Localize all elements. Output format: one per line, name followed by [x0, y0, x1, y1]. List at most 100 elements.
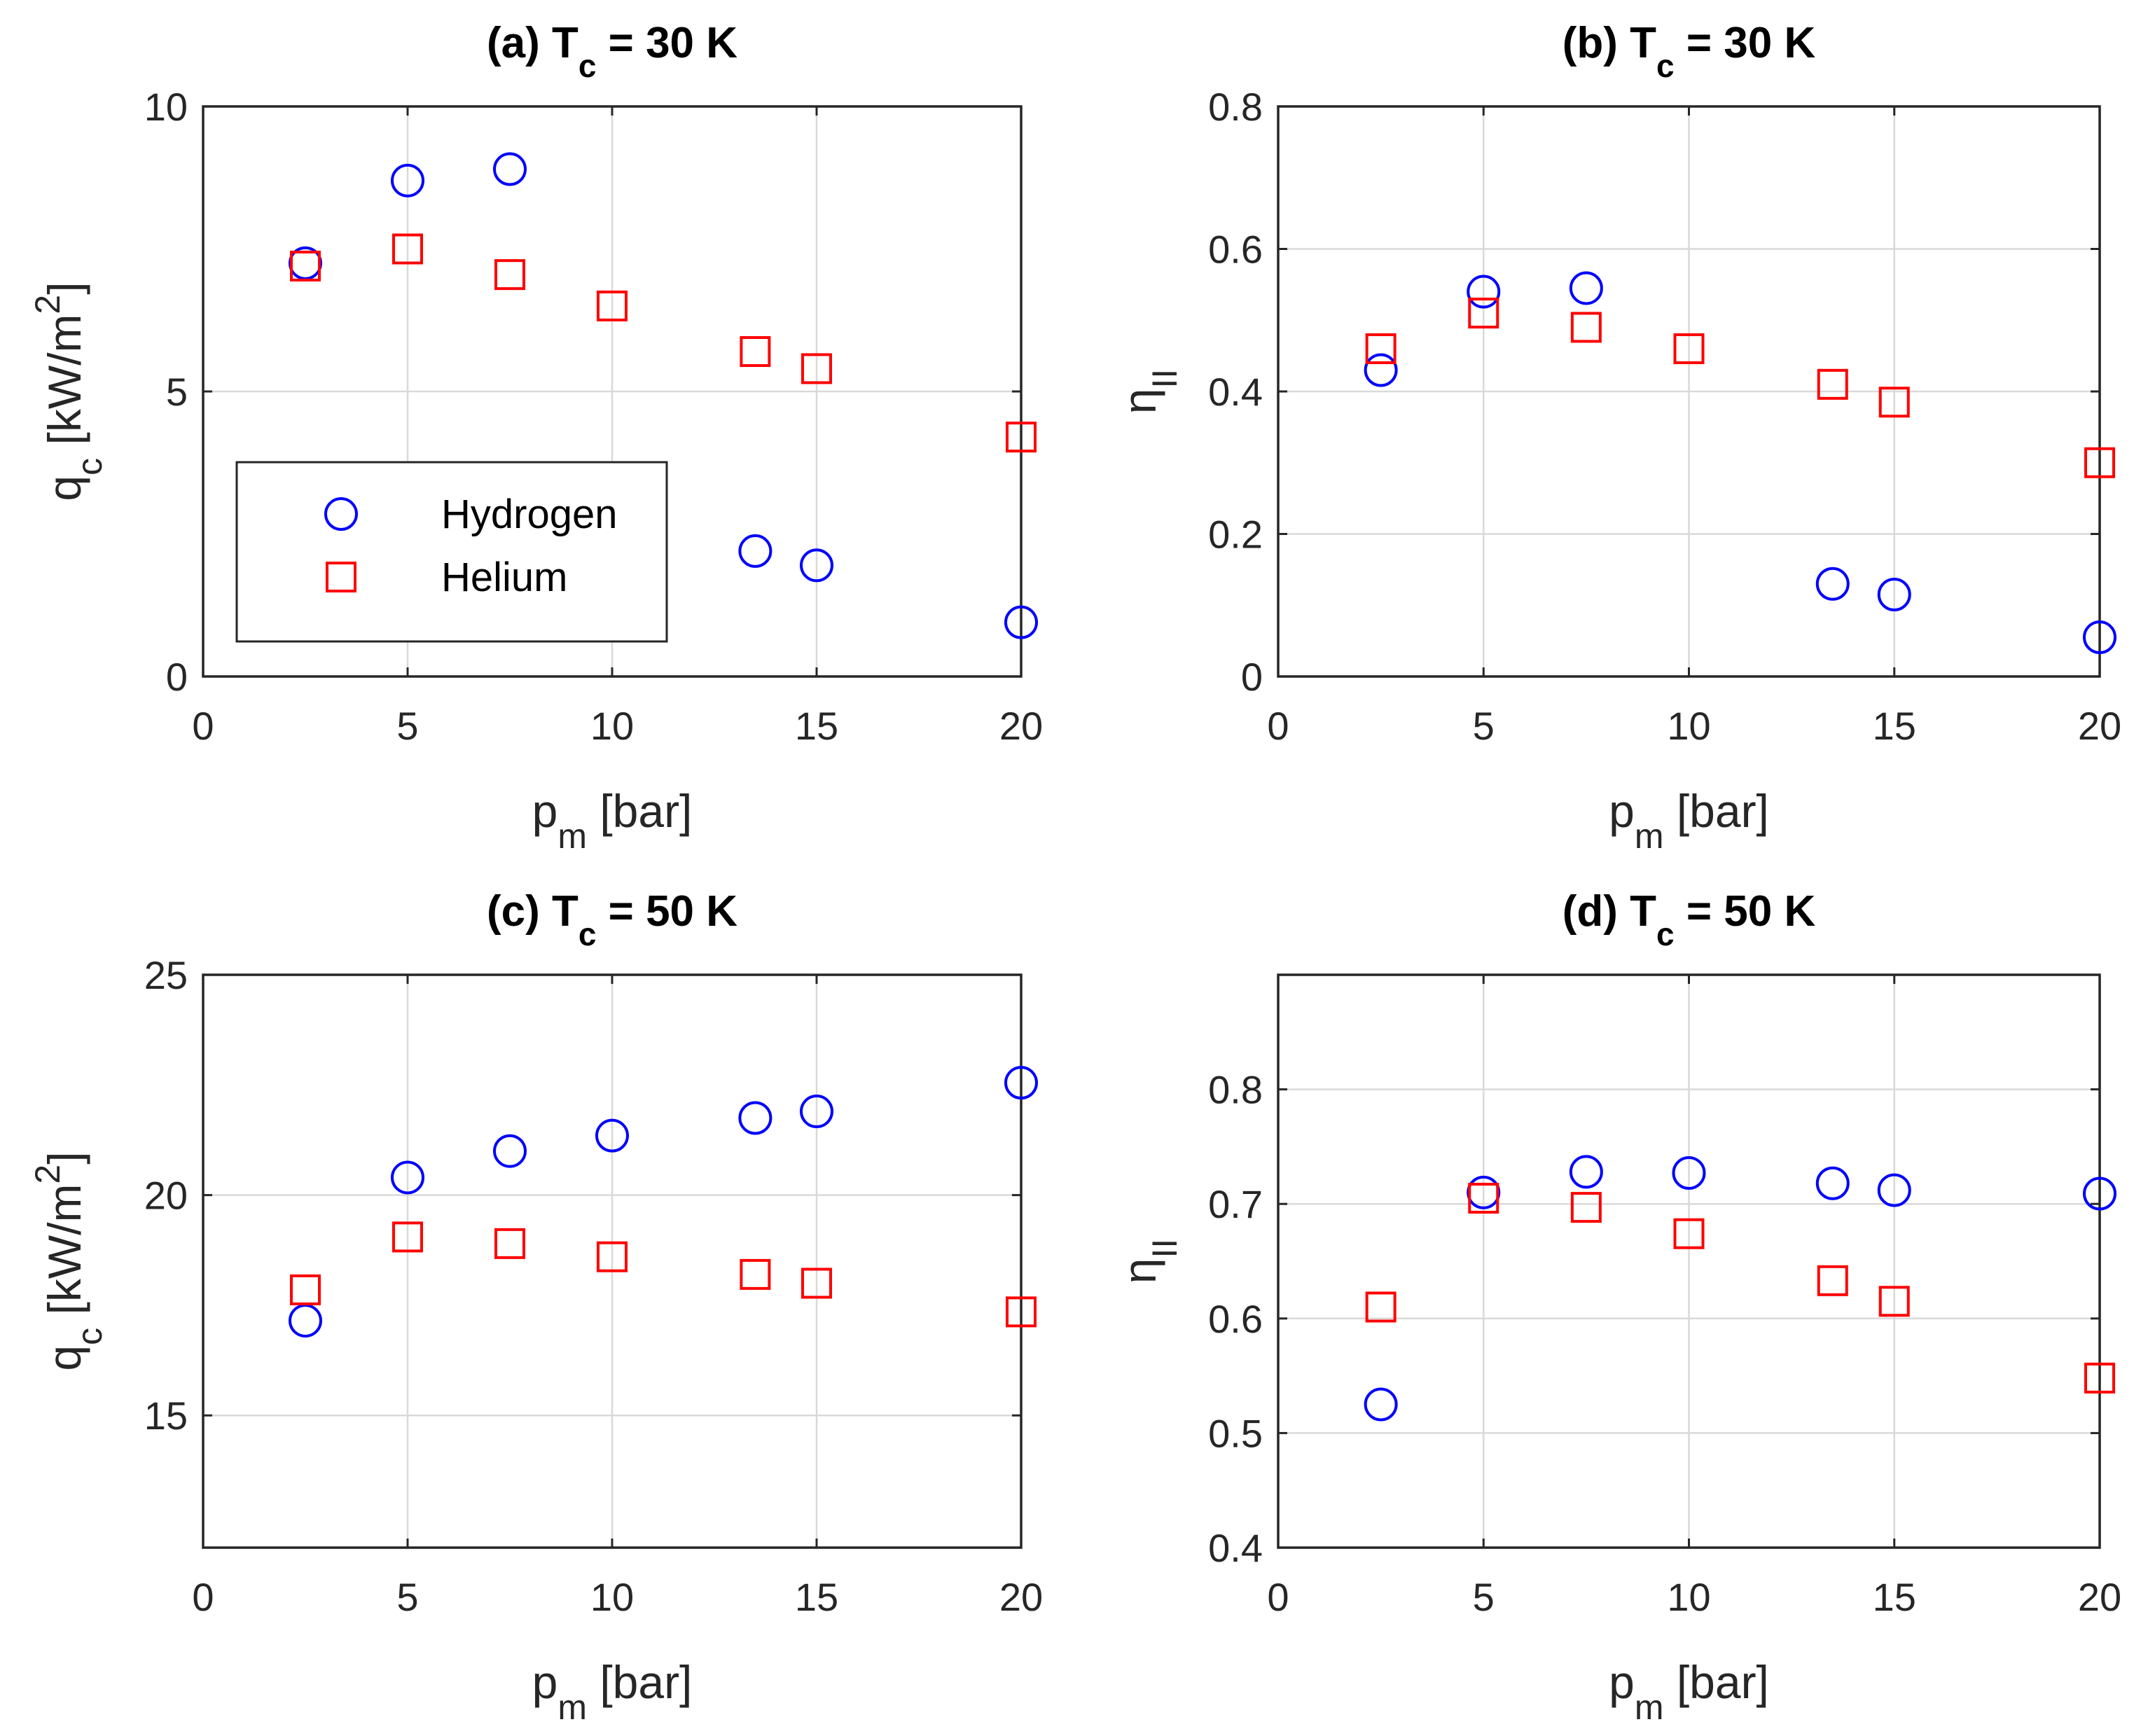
series-helium	[290, 1221, 1037, 1328]
x-tick-label: 15	[795, 1575, 838, 1619]
series-helium	[1365, 1183, 2115, 1394]
chart-title: (a) Tc = 30 K	[487, 19, 737, 84]
data-point-helium	[1673, 333, 1705, 364]
data-point-hydrogen	[391, 163, 424, 197]
data-point-helium	[1468, 1183, 1499, 1214]
data-point-helium	[1673, 1218, 1705, 1249]
y-tick-label: 0.5	[1208, 1411, 1263, 1455]
data-point-helium	[1878, 1286, 1910, 1317]
data-point-hydrogen	[493, 1134, 527, 1168]
x-tick-label: 20	[999, 704, 1043, 748]
data-point-helium	[290, 1274, 321, 1305]
data-point-helium	[392, 233, 423, 265]
x-tick-label: 10	[1667, 1575, 1710, 1619]
x-tick-label: 0	[192, 704, 214, 748]
y-tick-label: 0.2	[1208, 513, 1263, 557]
chart-panel-a: 0 5 10 15 20 0 5 10 (a) Tc = 30 K pm [bar] qc [kW/…	[28, 19, 1043, 856]
y-tick-label: 25	[144, 953, 188, 997]
series-helium	[1365, 298, 2115, 478]
y-axis-label: qc [kW/m2]	[28, 1151, 109, 1370]
x-tick-label: 5	[1473, 704, 1495, 748]
chart-title: (c) Tc = 50 K	[487, 887, 737, 952]
data-point-helium	[494, 259, 525, 291]
y-tick-label: 5	[166, 370, 188, 414]
x-tick-label: 5	[396, 1575, 418, 1619]
y-tick-label: 0	[1241, 655, 1263, 699]
data-point-hydrogen	[800, 548, 833, 583]
x-axis-label: pm [bar]	[1609, 785, 1769, 856]
data-point-hydrogen	[391, 1160, 424, 1195]
data-point-helium	[290, 250, 321, 282]
data-point-hydrogen	[1467, 275, 1501, 309]
data-point-helium	[801, 353, 832, 384]
data-point-helium	[1468, 298, 1499, 329]
x-tick-label: 5	[396, 704, 418, 748]
data-point-helium	[1006, 1296, 1037, 1328]
data-point-hydrogen	[1364, 353, 1398, 387]
y-axis-label: ηII	[1114, 1239, 1184, 1284]
data-point-hydrogen	[1815, 567, 1850, 601]
x-axis-label: pm [bar]	[1609, 1656, 1769, 1727]
x-axis-label: pm [bar]	[532, 1656, 693, 1727]
x-tick-label: 10	[590, 704, 634, 748]
data-point-helium	[1570, 1192, 1602, 1223]
data-point-helium	[1365, 1291, 1397, 1323]
data-point-helium	[1570, 312, 1602, 343]
y-tick-label: 0.7	[1208, 1182, 1263, 1226]
series-hydrogen	[289, 1066, 1038, 1338]
chart-title: (b) Tc = 30 K	[1563, 19, 1816, 84]
data-point-helium	[2084, 447, 2115, 478]
data-point-hydrogen	[2083, 620, 2116, 655]
data-point-hydrogen	[1569, 1155, 1603, 1189]
x-tick-label: 20	[2078, 1575, 2121, 1619]
data-point-hydrogen	[1815, 1166, 1850, 1200]
data-point-hydrogen	[1672, 1156, 1706, 1190]
data-point-hydrogen	[1877, 1173, 1911, 1207]
y-axis-label: ηII	[1114, 369, 1184, 415]
data-point-helium	[1878, 387, 1910, 418]
x-tick-label: 20	[2078, 704, 2121, 748]
y-axis-label: qc [kW/m2]	[28, 282, 109, 501]
series-helium	[290, 233, 1037, 453]
legend: Hydrogen Helium	[235, 461, 668, 643]
x-tick-label: 15	[1873, 704, 1916, 748]
data-point-hydrogen	[1364, 1387, 1398, 1422]
legend-box	[235, 461, 668, 643]
data-point-hydrogen	[1877, 577, 1911, 611]
chart-panel-c: 0 5 10 15 20 15 20 25 (c) Tc = 50 K pm [bar] qc [k…	[28, 887, 1043, 1727]
data-point-helium	[801, 1268, 832, 1299]
y-tick-label: 10	[144, 85, 188, 129]
y-tick-label: 0.6	[1208, 1297, 1263, 1341]
data-point-helium	[494, 1228, 525, 1259]
chart-panel-d: 0 5 10 15 20 0.4 0.5 0.6 0.7 0.8 (d) Tc = 50 K pm […	[1114, 887, 2121, 1727]
x-tick-label: 15	[1873, 1575, 1916, 1619]
y-tick-label: 0.4	[1208, 1526, 1263, 1570]
data-point-helium	[597, 1241, 628, 1272]
x-tick-label: 10	[590, 1575, 634, 1619]
x-tick-label: 0	[1267, 704, 1289, 748]
data-point-hydrogen	[2083, 1176, 2116, 1211]
data-point-helium	[597, 290, 628, 321]
data-point-hydrogen	[1004, 1066, 1038, 1100]
chart-title: (d) Tc = 50 K	[1563, 887, 1816, 952]
data-point-helium	[392, 1221, 423, 1253]
data-point-helium	[1006, 422, 1037, 453]
data-point-hydrogen	[1004, 605, 1038, 639]
data-point-hydrogen	[493, 152, 527, 186]
data-point-hydrogen	[738, 534, 772, 568]
data-point-helium	[740, 336, 771, 368]
x-tick-label: 15	[795, 704, 838, 748]
x-tick-label: 10	[1667, 704, 1710, 748]
x-tick-label: 0	[192, 1575, 214, 1619]
y-tick-label: 0.8	[1208, 85, 1263, 129]
data-point-hydrogen	[595, 1118, 629, 1153]
legend-label: Helium	[441, 555, 568, 600]
data-point-helium	[740, 1258, 771, 1290]
legend-label: Hydrogen	[441, 492, 617, 537]
x-tick-label: 0	[1267, 1575, 1289, 1619]
y-tick-label: 0.4	[1208, 370, 1263, 414]
data-point-hydrogen	[1569, 271, 1603, 305]
x-tick-label: 20	[999, 1575, 1043, 1619]
y-tick-label: 0.8	[1208, 1068, 1263, 1112]
